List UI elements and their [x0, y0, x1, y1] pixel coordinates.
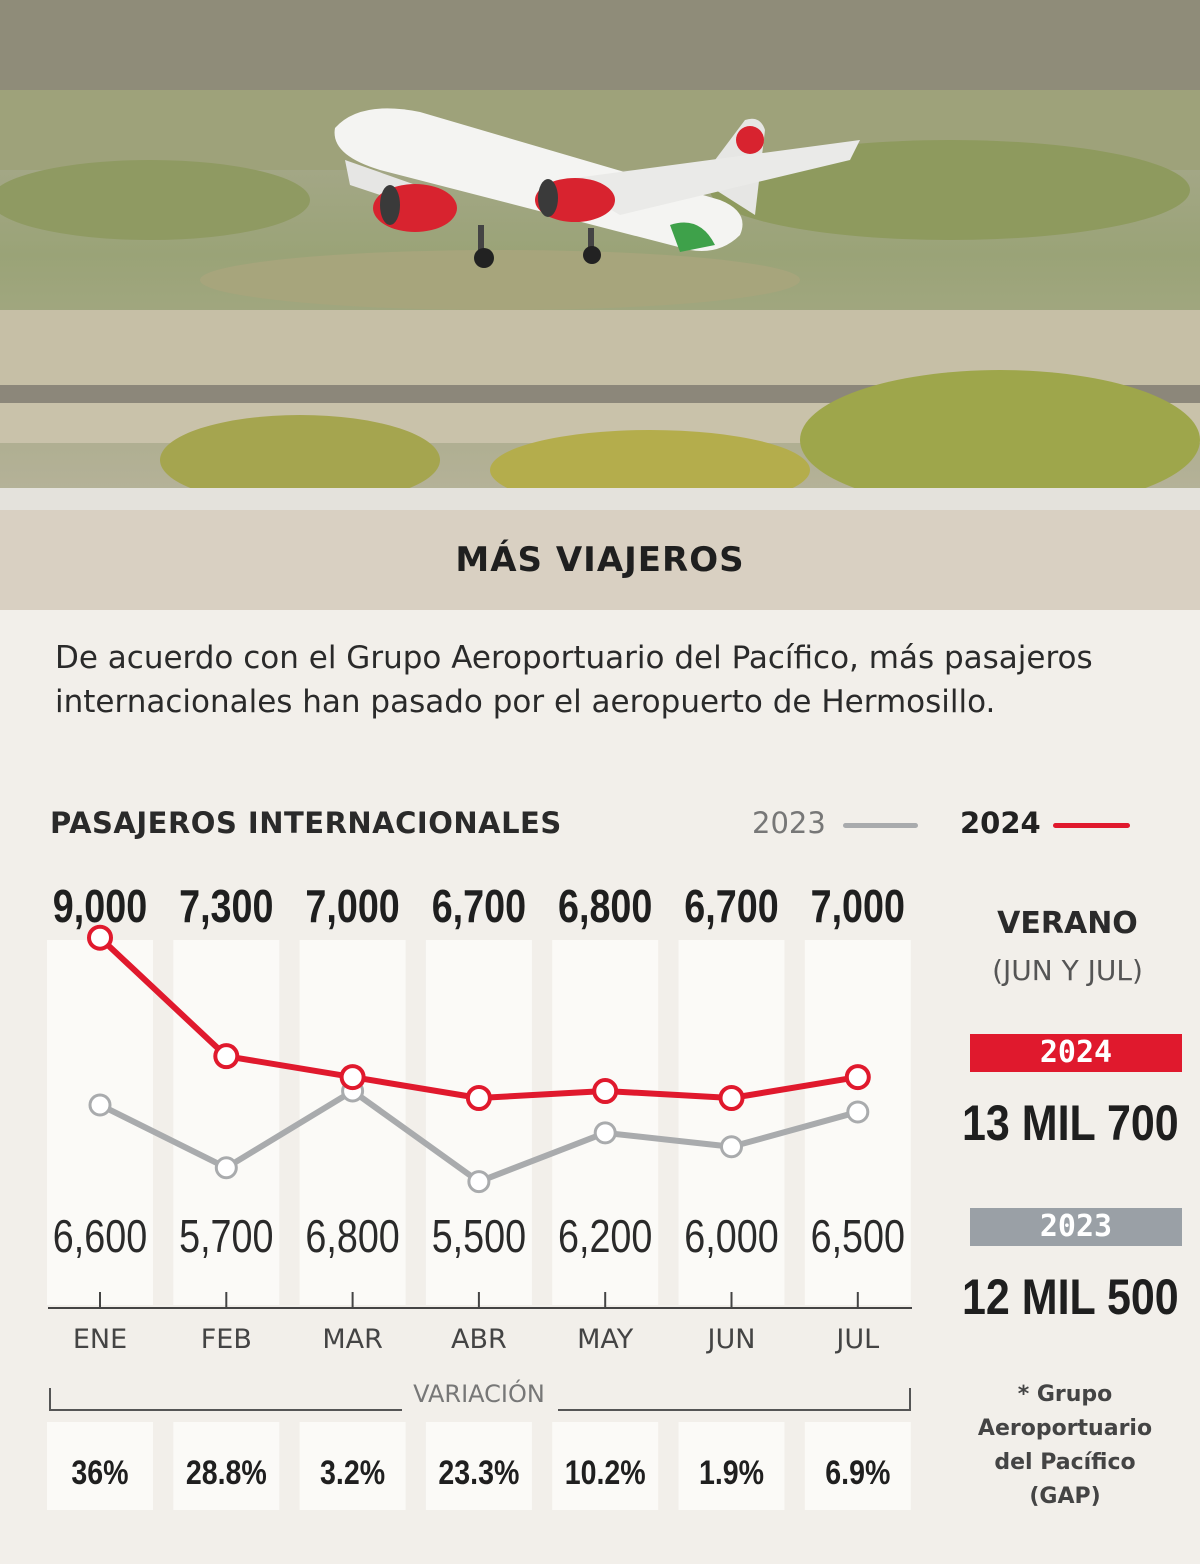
value-label-2024: 6,700 — [684, 880, 778, 931]
value-label-2024: 6,700 — [432, 880, 526, 931]
variacion-bracket-right — [558, 1388, 911, 1411]
value-label-2024: 7,000 — [811, 880, 905, 931]
summary-title: VERANO — [997, 906, 1138, 941]
value-label-2024: 9,000 — [53, 880, 147, 931]
title-band: MÁS VIAJEROS — [0, 510, 1200, 610]
variacion-bracket-left — [49, 1388, 402, 1411]
value-label-2023: 5,500 — [432, 1210, 526, 1261]
column-background — [173, 940, 280, 1305]
value-label-2024: 6,800 — [558, 880, 652, 931]
value-label-2024: 7,300 — [179, 880, 273, 931]
variacion-box — [299, 1422, 406, 1510]
data-point-2024 — [592, 1078, 619, 1105]
data-point-2024 — [718, 1085, 745, 1111]
source-line: del Pacífico — [994, 1450, 1136, 1475]
variacion-box — [425, 1422, 532, 1510]
variacion-value: 23.3% — [438, 1454, 519, 1492]
airplane-photo — [0, 0, 1200, 510]
chart-title: PASAJEROS INTERNACIONALES — [50, 806, 562, 840]
value-label-2023: 5,700 — [179, 1210, 273, 1261]
legend-2024-label: 2024 — [960, 806, 1041, 840]
variacion-box — [804, 1422, 911, 1510]
variacion-label: VARIACIÓN — [413, 1378, 545, 1408]
page-title: MÁS VIAJEROS — [455, 540, 745, 580]
data-point-2024 — [87, 924, 113, 951]
source-note: * Grupo Aeroportuario del Pacífico (GAP) — [965, 1378, 1165, 1514]
variacion-value: 6.9% — [825, 1454, 890, 1492]
variacion-box — [678, 1422, 785, 1510]
badge-2023: 2023 — [970, 1208, 1182, 1246]
data-point-2023 — [467, 1170, 491, 1194]
data-point-2024 — [465, 1085, 492, 1111]
airplane-takeoff-image — [0, 0, 1200, 510]
column-background — [425, 940, 532, 1305]
data-point-2023 — [88, 1093, 112, 1117]
intro-text: De acuerdo con el Grupo Aeroportuario de… — [55, 640, 1093, 720]
source-line: * Grupo — [1017, 1382, 1113, 1407]
variacion-box — [173, 1422, 280, 1510]
legend-2023-line — [843, 823, 918, 828]
x-tick-label: MAY — [577, 1324, 634, 1355]
summary-subtitle: (JUN Y JUL) — [992, 954, 1143, 987]
data-point-2023 — [593, 1121, 617, 1145]
source-line: Aeroportuario — [977, 1416, 1153, 1441]
variacion-value: 1.9% — [699, 1454, 764, 1492]
data-point-2023 — [214, 1156, 238, 1180]
variacion-box — [552, 1422, 659, 1510]
variacion-value: 36% — [71, 1454, 128, 1492]
value-label-2023: 6,200 — [558, 1210, 652, 1261]
value-label-2023: 6,500 — [811, 1210, 905, 1261]
value-label-2023: 6,800 — [305, 1210, 399, 1261]
x-tick-label: JUL — [834, 1324, 879, 1355]
data-point-2024 — [844, 1064, 871, 1091]
x-tick-label: FEB — [201, 1324, 252, 1355]
column-background — [678, 940, 785, 1305]
value-label-2024: 7,000 — [305, 880, 399, 931]
total-2023: 12 MIL 500 — [962, 1269, 1179, 1325]
x-tick-label: ENE — [73, 1324, 127, 1355]
data-point-2024 — [339, 1064, 366, 1091]
value-label-2023: 6,600 — [53, 1210, 147, 1261]
legend-2023-label: 2023 — [752, 806, 826, 840]
variacion-box — [47, 1422, 153, 1510]
variacion-value: 3.2% — [320, 1454, 385, 1492]
x-tick-label: JUN — [706, 1324, 756, 1355]
variacion-value: 10.2% — [565, 1454, 646, 1492]
x-tick-label: ABR — [451, 1324, 507, 1355]
variacion-value: 28.8% — [186, 1454, 267, 1492]
data-point-2023 — [846, 1100, 870, 1124]
line-chart: 9,000 7,300 7,000 6,700 6,800 6,700 7,000 6,600… — [47, 880, 912, 1510]
total-2024: 13 MIL 700 — [962, 1095, 1179, 1151]
data-point-2024 — [213, 1043, 240, 1070]
data-point-2023 — [720, 1135, 743, 1159]
airplane-icon — [334, 108, 860, 268]
legend-2024-line — [1053, 823, 1130, 828]
source-line: (GAP) — [1029, 1484, 1101, 1509]
x-tick-label: MAR — [322, 1324, 383, 1355]
value-label-2023: 6,000 — [684, 1210, 778, 1261]
badge-2024: 2024 — [970, 1034, 1182, 1072]
column-background — [299, 940, 406, 1305]
